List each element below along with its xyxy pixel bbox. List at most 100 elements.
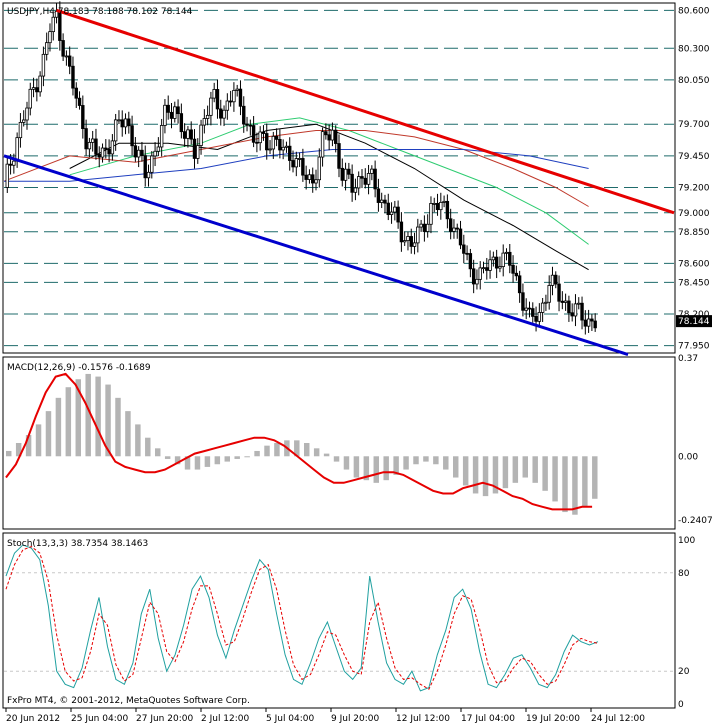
- macd-bar: [522, 456, 528, 478]
- macd-bar: [373, 456, 379, 483]
- candle-body: [521, 292, 525, 311]
- macd-bar: [492, 456, 499, 494]
- macd-bar: [145, 437, 151, 457]
- candle-body: [442, 200, 446, 203]
- candle-body: [360, 176, 364, 179]
- candle-body: [527, 307, 532, 310]
- macd-bar: [313, 448, 320, 457]
- candle-body: [12, 160, 16, 166]
- macd-bar: [542, 456, 548, 491]
- macd-bar: [224, 456, 230, 462]
- candle-body: [199, 124, 203, 146]
- macd-signal-path: [5, 372, 593, 511]
- candle-body: [71, 65, 75, 89]
- candle-body: [74, 87, 78, 99]
- candle-body: [153, 150, 157, 157]
- candle-body: [28, 88, 32, 109]
- candle-body: [61, 40, 65, 57]
- stoch-axis-label: 80: [678, 569, 690, 579]
- candle-body: [416, 226, 420, 244]
- candle-body: [166, 104, 170, 113]
- candle-body: [156, 146, 161, 152]
- candle-body: [590, 318, 594, 322]
- candle-body: [373, 168, 377, 190]
- macd-bar: [234, 456, 240, 459]
- candle-body: [550, 274, 555, 286]
- macd-bar: [85, 373, 91, 457]
- macd-bar: [135, 424, 141, 457]
- stoch-axis-label: 20: [678, 667, 690, 677]
- candle-body: [225, 100, 230, 111]
- candle-body: [458, 228, 463, 246]
- candle-body: [399, 221, 404, 243]
- macd-bar: [323, 453, 330, 457]
- candle-body: [8, 163, 13, 166]
- candle-body: [169, 111, 174, 119]
- price-level-label-bg: [676, 4, 712, 17]
- time-axis-label: 12 Jul 12:00: [396, 714, 450, 724]
- candle-body: [51, 16, 55, 33]
- candle-body: [583, 319, 588, 327]
- candle-body: [376, 188, 381, 203]
- candle-body: [580, 302, 584, 321]
- candle-body: [242, 105, 246, 125]
- candle-body: [5, 163, 9, 188]
- price-level-label: 80.050: [678, 76, 710, 86]
- candle-body: [517, 275, 522, 294]
- macd-bar: [413, 456, 419, 465]
- candle-body: [429, 203, 433, 225]
- candle-body: [113, 119, 118, 142]
- price-level-label: 79.200: [678, 183, 710, 193]
- price-title: USDJPY,H4 78.183 78.188 78.102 78.144: [7, 7, 193, 17]
- candle-body: [563, 300, 568, 303]
- candle-body: [281, 146, 285, 151]
- candle-body: [15, 137, 19, 162]
- candle-body: [25, 107, 29, 121]
- candle-body: [288, 145, 292, 161]
- candle-body: [363, 177, 367, 185]
- candle-body: [324, 131, 328, 136]
- candle-body: [104, 147, 108, 150]
- candle-body: [146, 171, 151, 179]
- macd-bar: [15, 443, 22, 457]
- stoch-signal-line: [5, 546, 599, 690]
- candle-body: [317, 156, 321, 181]
- candle-body: [44, 42, 49, 55]
- candle-body: [567, 300, 571, 314]
- candle-body: [534, 315, 538, 322]
- macd-bar: [184, 456, 191, 470]
- candle-body: [245, 123, 249, 126]
- candle-body: [18, 121, 23, 139]
- candle-body: [38, 75, 42, 93]
- trendlines[interactable]: [3, 8, 675, 356]
- candle-body: [222, 109, 226, 119]
- candle-body: [117, 119, 121, 122]
- candle-body: [366, 173, 371, 185]
- candle-body: [514, 272, 519, 277]
- macd-bar: [174, 456, 181, 465]
- candle-body: [337, 143, 341, 169]
- candle-body: [334, 129, 338, 144]
- candle-body: [31, 87, 36, 90]
- candle-body: [350, 173, 354, 193]
- price-level-label: 78.450: [678, 278, 710, 288]
- candle-body: [504, 251, 509, 254]
- copyright-text: FxPro MT4, © 2001-2012, MetaQuotes Softw…: [7, 696, 250, 706]
- candle-body: [396, 206, 400, 223]
- macd-bar: [353, 456, 360, 478]
- candle-body: [389, 211, 394, 215]
- candle-body: [379, 199, 384, 203]
- candle-body: [531, 308, 535, 317]
- macd-bar: [75, 379, 81, 457]
- macd-bar: [45, 411, 52, 457]
- macd-bar: [105, 384, 111, 457]
- macd-bar: [115, 397, 121, 457]
- candle-body: [524, 307, 528, 311]
- time-axis-label: 20 Jun 2012: [6, 714, 60, 724]
- candle-body: [173, 106, 177, 119]
- candle-body: [228, 100, 233, 103]
- candle-body: [343, 168, 348, 181]
- stoch-main-line: [5, 544, 599, 692]
- last-price-badge: [676, 315, 712, 328]
